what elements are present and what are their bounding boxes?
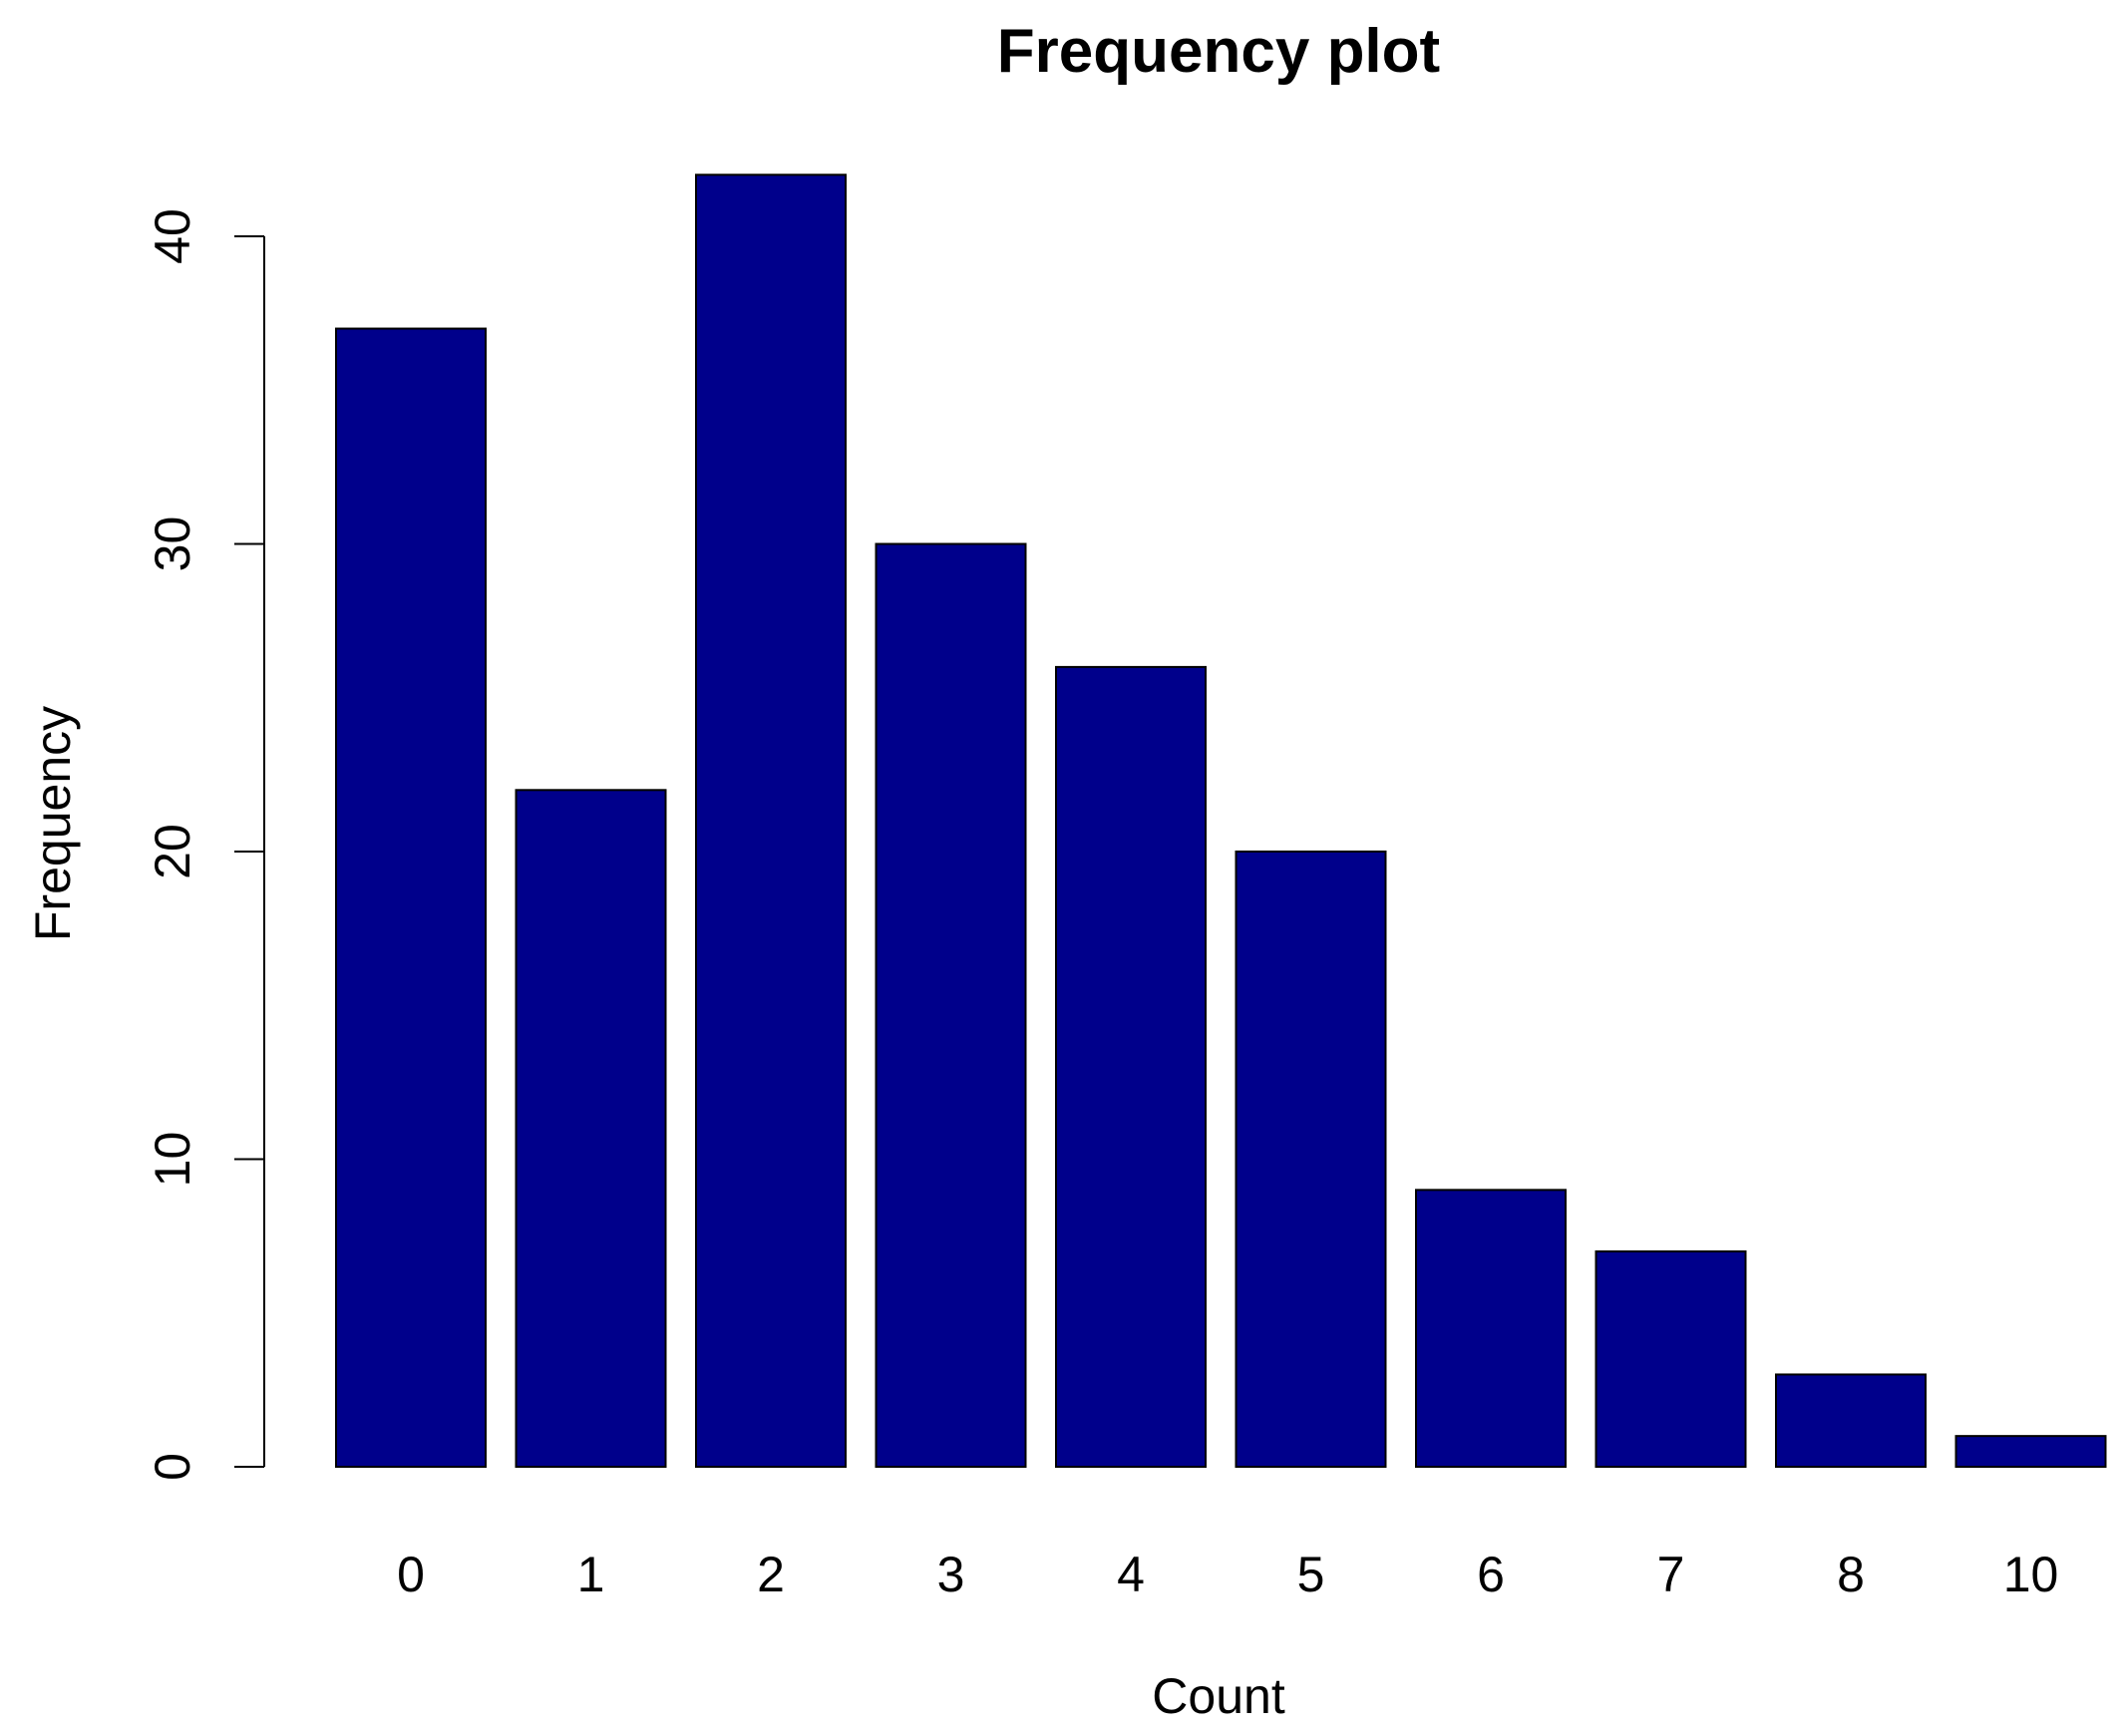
bar-5 (1235, 851, 1387, 1468)
y-axis: 0 10 20 30 40 (145, 208, 265, 1481)
bar-1 (515, 789, 667, 1468)
y-tick-label: 40 (145, 208, 200, 264)
chart-title: Frequency plot (997, 17, 1440, 86)
bar-8 (1775, 1373, 1927, 1468)
x-tick-label: 6 (1477, 1547, 1505, 1602)
y-tick-label: 10 (145, 1132, 200, 1188)
x-tick-label: 0 (397, 1547, 425, 1602)
y-tick-label: 0 (145, 1453, 200, 1481)
x-tick-label: 8 (1837, 1547, 1865, 1602)
x-tick-label: 3 (937, 1547, 965, 1602)
bars (335, 174, 2107, 1469)
y-axis-label: Frequency (25, 706, 81, 941)
bar-10 (1954, 1435, 2107, 1469)
y-tick-label: 30 (145, 517, 200, 572)
bar-7 (1594, 1250, 1747, 1469)
x-tick-labels: 0 1 2 3 4 5 6 7 8 10 (397, 1547, 2058, 1602)
bar-0 (335, 327, 487, 1468)
x-tick-label: 2 (757, 1547, 785, 1602)
bar-2 (695, 174, 847, 1468)
x-tick-label: 7 (1657, 1547, 1685, 1602)
x-tick-label: 4 (1117, 1547, 1145, 1602)
y-tick-label: 20 (145, 824, 200, 879)
bar-3 (875, 542, 1027, 1468)
x-tick-label: 5 (1297, 1547, 1325, 1602)
bar-6 (1415, 1189, 1567, 1468)
x-tick-label: 10 (2003, 1547, 2059, 1602)
bar-4 (1055, 665, 1207, 1468)
x-tick-label: 1 (577, 1547, 605, 1602)
x-axis-label: Count (1152, 1668, 1285, 1724)
